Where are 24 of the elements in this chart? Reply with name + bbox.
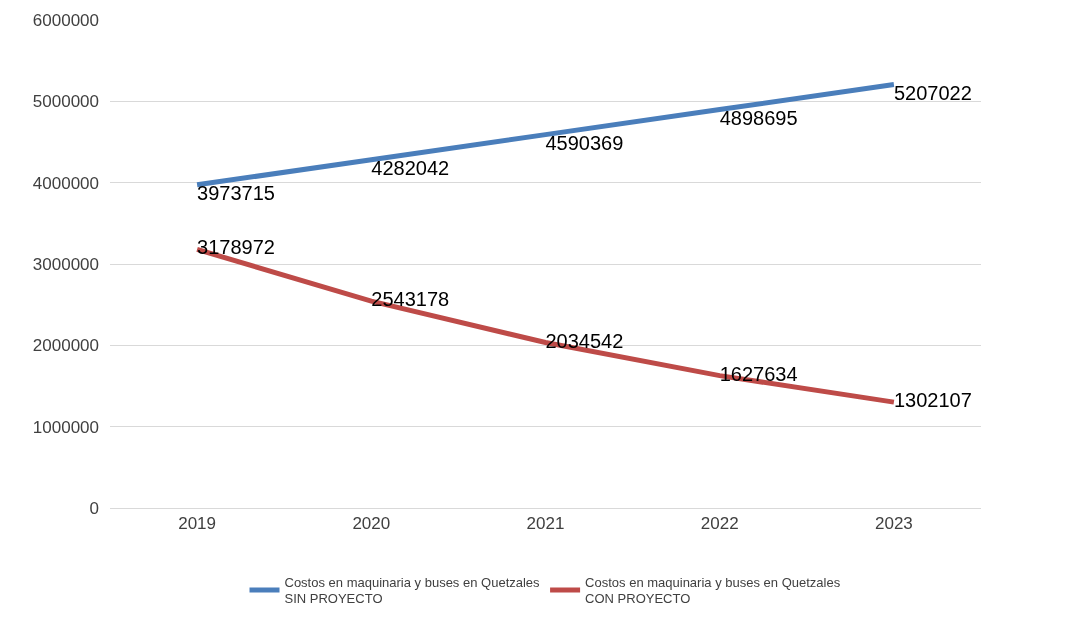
data-label: 4590369 — [545, 131, 624, 154]
y-tick-label: 6000000 — [32, 10, 99, 30]
y-tick-label: 3000000 — [32, 254, 99, 274]
data-label: 2034542 — [545, 329, 624, 352]
x-tick-label: 2022 — [700, 514, 739, 534]
data-label: 4282042 — [371, 156, 450, 179]
y-tick-label: 0 — [89, 498, 99, 518]
data-label: 1302107 — [893, 389, 972, 412]
data-label: 4898695 — [719, 106, 798, 129]
legend-label: Costos en maquinaria y buses en Quetzales CON PROYECTO — [585, 574, 841, 607]
x-tick-label: 2021 — [526, 514, 565, 534]
y-tick-label: 5000000 — [32, 92, 99, 112]
data-label: 3178972 — [197, 236, 275, 259]
legend-label: Costos en maquinaria y buses en Quetzales SIN PROYECTO — [284, 574, 541, 607]
data-label: 1627634 — [719, 362, 798, 385]
data-label: 3973715 — [197, 181, 275, 204]
y-tick-label: 4000000 — [32, 173, 99, 193]
x-tick-label: 2023 — [874, 514, 913, 534]
y-tick-label: 2000000 — [32, 336, 99, 356]
data-label: 2543178 — [371, 288, 450, 311]
data-label: 5207022 — [893, 81, 972, 104]
y-tick-label: 1000000 — [32, 417, 99, 437]
x-tick-label: 2019 — [178, 514, 217, 534]
x-tick-label: 2020 — [352, 514, 391, 534]
